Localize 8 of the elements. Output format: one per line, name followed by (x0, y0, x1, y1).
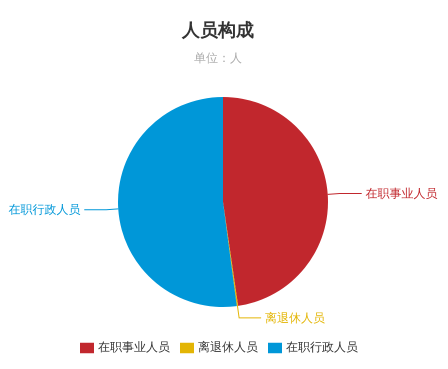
legend-label: 离退休人员 (198, 340, 258, 354)
chart-subtitle: 单位：人 (194, 51, 242, 65)
chart-title: 人员构成 (181, 20, 254, 41)
legend-label: 在职事业人员 (98, 340, 170, 354)
legend-label: 在职行政人员 (286, 340, 358, 354)
slice-label: 离退休人员 (265, 310, 326, 325)
slice-label: 在职事业人员 (366, 186, 438, 201)
slice-label: 在职行政人员 (8, 202, 80, 217)
